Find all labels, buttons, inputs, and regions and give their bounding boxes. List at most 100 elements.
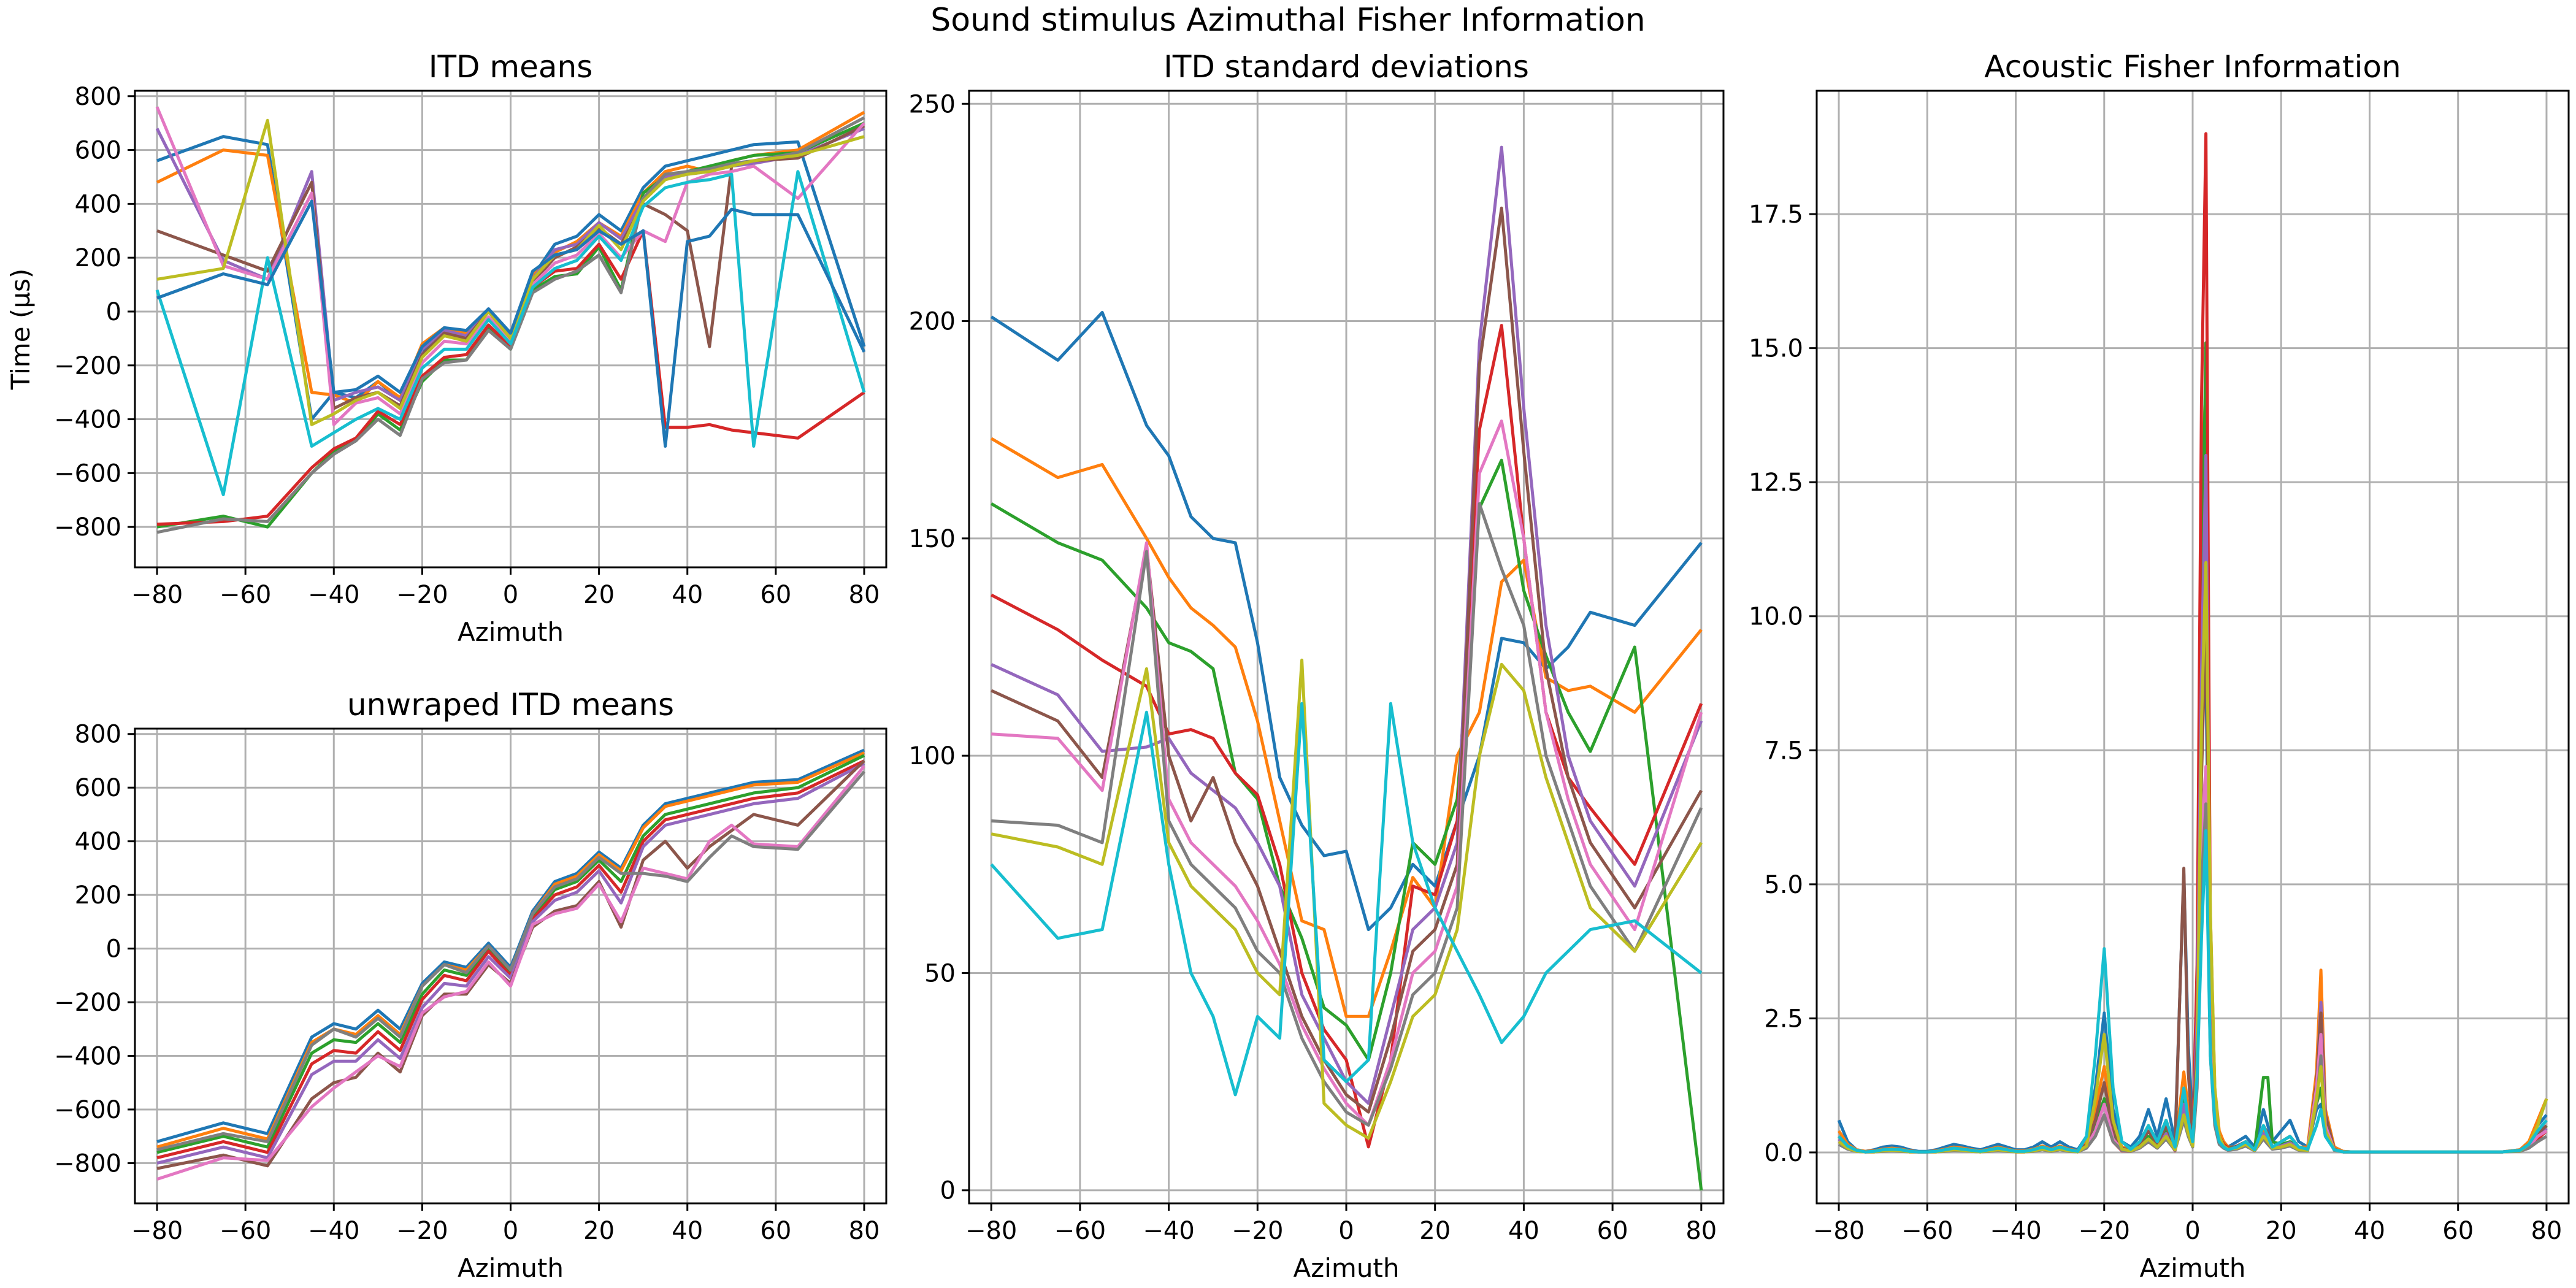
x-tick-label: −40 [308, 581, 359, 609]
x-tick-label: 0 [2185, 1217, 2200, 1245]
y-tick-label: 0 [106, 298, 121, 326]
y-tick-label: −800 [54, 513, 121, 542]
y-tick-label: 0 [940, 1177, 956, 1205]
series-line-4 [156, 762, 865, 1165]
series-line-6 [991, 420, 1703, 1127]
x-tick-label: −20 [396, 1217, 448, 1245]
x-axis-label: Azimuth [2139, 1253, 2245, 1283]
x-tick-label: −80 [131, 581, 183, 609]
chart-panel-0: −80 −60 −40 −20 0 20 40 60 80−800−600−400−200020… [6, 49, 887, 647]
y-tick-label: 5.0 [1764, 871, 1803, 899]
series-line-8 [156, 118, 865, 426]
y-tick-label: 100 [909, 742, 956, 770]
x-tick-label: −80 [965, 1217, 1017, 1245]
x-tick-label: 0 [503, 581, 518, 609]
y-tick-label: −400 [54, 406, 121, 434]
y-tick-label: 250 [909, 90, 956, 118]
series-line-8 [991, 658, 1703, 1140]
series-line-10 [156, 199, 866, 448]
y-tick-label: −200 [54, 352, 121, 380]
x-tick-label: −20 [396, 581, 448, 609]
chart-panel-3: −80 −60 −40 −20 0 20 40 60 80 0.0 2.5 5.0 7.5 10.0 12.… [1749, 49, 2570, 1283]
chart-panel-2: −80 −60 −40 −20 0 20 40 60 80 0 50 100 150 200 250 ITD … [909, 49, 1725, 1283]
y-tick-label: 7.5 [1764, 737, 1803, 765]
x-tick-label: 80 [1685, 1217, 1717, 1245]
x-tick-label: −20 [2079, 1217, 2130, 1245]
y-axis-label: Time (μs) [6, 269, 36, 391]
series-line-5 [991, 206, 1703, 1114]
series-line-6 [156, 765, 865, 1181]
y-tick-label: 600 [75, 137, 121, 165]
x-tick-label: 80 [849, 581, 880, 609]
x-tick-label: 20 [583, 1217, 615, 1245]
y-tick-label: 0.0 [1764, 1139, 1803, 1167]
chart-title: Acoustic Fisher Information [1984, 49, 2401, 85]
y-tick-label: −800 [54, 1149, 121, 1178]
series-line-7 [991, 502, 1703, 1127]
y-tick-label: −400 [54, 1042, 121, 1070]
x-tick-label: 60 [2442, 1217, 2474, 1245]
x-tick-label: −80 [131, 1217, 183, 1245]
y-tick-label: 15.0 [1749, 335, 1803, 363]
series-line-7 [156, 770, 865, 1151]
x-tick-label: 60 [1597, 1217, 1628, 1245]
y-tick-label: 0 [106, 935, 121, 964]
series-line-4 [991, 145, 1703, 1105]
x-tick-label: −40 [1143, 1217, 1194, 1245]
chart-title: unwraped ITD means [347, 687, 674, 723]
y-tick-label: 150 [909, 525, 956, 553]
x-tick-label: 60 [760, 581, 791, 609]
y-tick-label: 400 [75, 190, 121, 218]
x-tick-label: 40 [1508, 1217, 1539, 1245]
x-tick-label: −40 [308, 1217, 359, 1245]
x-tick-label: 40 [2354, 1217, 2385, 1245]
x-tick-label: −60 [220, 581, 271, 609]
series-line-9 [155, 170, 866, 496]
series-group [990, 145, 1703, 1191]
x-tick-label: 20 [2266, 1217, 2297, 1245]
y-tick-label: 800 [75, 721, 121, 749]
y-tick-label: −600 [54, 1096, 121, 1124]
series-line-9 [990, 702, 1703, 1097]
chart-title: ITD means [429, 49, 593, 85]
y-tick-label: 50 [924, 959, 956, 987]
x-tick-label: 80 [849, 1217, 880, 1245]
x-tick-label: 80 [2531, 1217, 2562, 1245]
series-group [156, 748, 865, 1181]
chart-title: ITD standard deviations [1163, 49, 1529, 85]
x-tick-label: 0 [503, 1217, 518, 1245]
x-axis-label: Azimuth [458, 617, 564, 647]
x-tick-label: −60 [1054, 1217, 1106, 1245]
y-tick-label: 12.5 [1749, 469, 1803, 497]
figure-suptitle: Sound stimulus Azimuthal Fisher Informat… [930, 2, 1645, 39]
y-tick-label: 2.5 [1764, 1005, 1803, 1033]
y-tick-label: 600 [75, 774, 121, 802]
y-tick-label: −600 [54, 459, 121, 488]
chart-panel-1: −80 −60 −40 −20 0 20 40 60 80−800−600−400−200020… [54, 687, 887, 1283]
y-tick-label: 200 [909, 308, 956, 336]
y-tick-label: 800 [75, 83, 121, 111]
series-line-9 [1838, 829, 2548, 1154]
x-tick-label: 60 [760, 1217, 791, 1245]
y-tick-label: −200 [54, 989, 121, 1017]
x-tick-label: 40 [672, 581, 703, 609]
x-tick-label: −40 [1990, 1217, 2041, 1245]
y-tick-label: 10.0 [1749, 603, 1803, 631]
series-line-0 [1837, 668, 2548, 1154]
y-tick-label: 400 [75, 828, 121, 856]
y-tick-label: 17.5 [1749, 201, 1803, 229]
y-tick-label: 200 [75, 881, 121, 910]
series-line-7 [156, 116, 865, 534]
series-group [1837, 132, 2548, 1154]
x-axis-label: Azimuth [458, 1253, 564, 1283]
x-axis-label: Azimuth [1293, 1253, 1399, 1283]
series-group [155, 106, 866, 534]
x-tick-label: 20 [1419, 1217, 1451, 1245]
x-tick-label: −80 [1813, 1217, 1865, 1245]
x-tick-label: 40 [672, 1217, 703, 1245]
x-tick-label: −60 [220, 1217, 271, 1245]
x-tick-label: 20 [583, 581, 615, 609]
x-tick-label: −60 [1901, 1217, 1953, 1245]
series-line-1 [990, 437, 1703, 1018]
